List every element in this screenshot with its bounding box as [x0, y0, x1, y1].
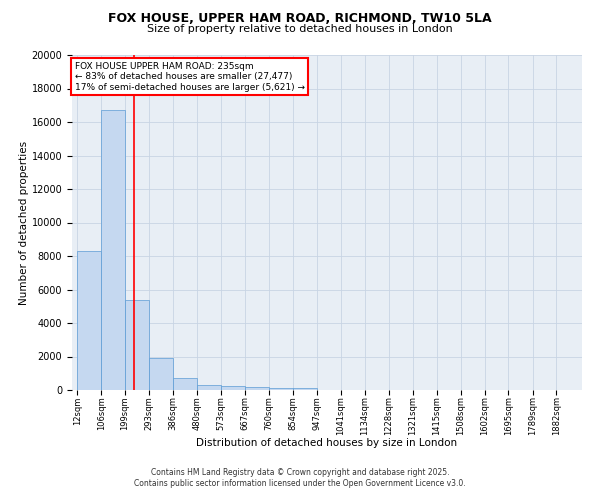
Bar: [197, 385, 221, 390]
Bar: [245, 388, 269, 390]
X-axis label: Distribution of detached houses by size in London: Distribution of detached houses by size …: [196, 438, 458, 448]
Text: FOX HOUSE, UPPER HAM ROAD, RICHMOND, TW10 5LA: FOX HOUSE, UPPER HAM ROAD, RICHMOND, TW1…: [108, 12, 492, 26]
Bar: [101, 110, 125, 390]
Bar: [173, 378, 197, 390]
Bar: [221, 386, 245, 390]
Bar: [77, 251, 101, 390]
Text: Size of property relative to detached houses in London: Size of property relative to detached ho…: [147, 24, 453, 34]
Bar: [125, 300, 149, 390]
Bar: [293, 388, 317, 390]
Bar: [149, 358, 173, 390]
Y-axis label: Number of detached properties: Number of detached properties: [19, 140, 29, 304]
Text: FOX HOUSE UPPER HAM ROAD: 235sqm
← 83% of detached houses are smaller (27,477)
1: FOX HOUSE UPPER HAM ROAD: 235sqm ← 83% o…: [74, 62, 305, 92]
Bar: [269, 388, 293, 390]
Text: Contains HM Land Registry data © Crown copyright and database right 2025.
Contai: Contains HM Land Registry data © Crown c…: [134, 468, 466, 487]
